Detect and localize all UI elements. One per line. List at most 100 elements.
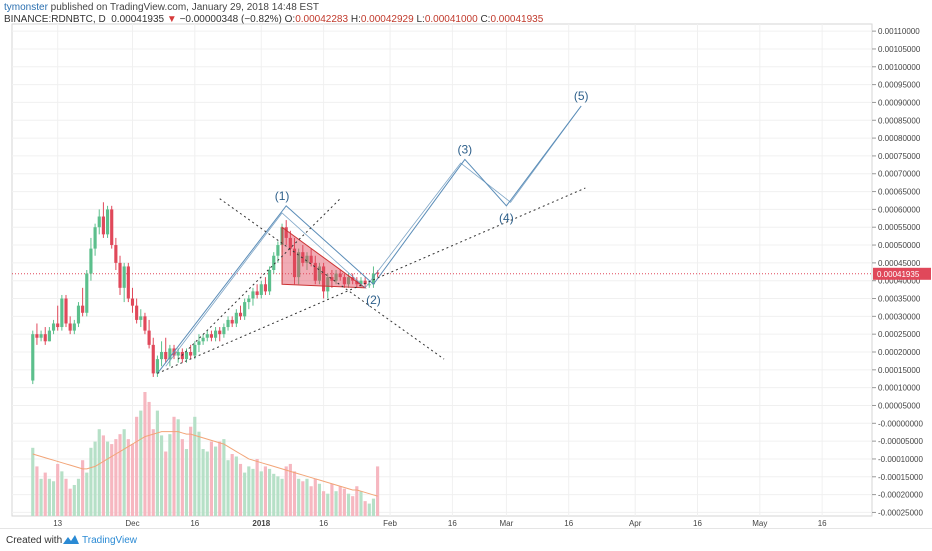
volume-bar <box>251 468 255 516</box>
volume-bar <box>130 444 135 516</box>
volume-bar <box>93 441 97 516</box>
y-tick-label: 0.00020000 <box>878 348 921 357</box>
volume-bar <box>39 478 43 516</box>
volume-bar <box>201 449 205 516</box>
candle-body <box>247 298 251 303</box>
candle-body <box>288 237 292 249</box>
candle-body <box>205 334 209 338</box>
candle-body <box>363 280 367 285</box>
y-tick-label: 0.00070000 <box>878 170 921 179</box>
author-name[interactable]: tymonster <box>4 2 48 13</box>
x-tick-label: 16 <box>564 519 573 528</box>
candle-body <box>56 323 60 328</box>
volume-bar <box>47 478 51 516</box>
candle-body <box>272 255 276 270</box>
volume-bar <box>205 451 209 516</box>
volume-bar <box>51 481 56 516</box>
volume-bar <box>197 431 201 516</box>
y-tick-label: 0.00005000 <box>878 401 921 410</box>
candle-body <box>292 248 297 278</box>
volume-bar <box>101 435 105 516</box>
high-label: H: <box>350 14 361 25</box>
volume-bar <box>280 478 284 516</box>
volume-bar <box>56 463 60 516</box>
wave-label: (1) <box>275 189 290 203</box>
wave-path-outer <box>157 105 582 374</box>
y-tick-label: 0.00080000 <box>878 134 921 143</box>
volume-bar <box>213 446 218 516</box>
volume-bar <box>359 491 363 516</box>
x-tick-label: 2018 <box>252 519 270 528</box>
low-label: L: <box>416 14 425 25</box>
candle-body <box>322 266 326 292</box>
candle-body <box>268 270 272 292</box>
volume-bar <box>305 478 309 516</box>
candle-body <box>234 312 238 324</box>
volume-bar <box>114 439 118 516</box>
x-tick-label: Feb <box>383 519 397 528</box>
tradingview-brand[interactable]: TradingView <box>82 535 138 546</box>
volume-bar <box>230 454 234 516</box>
candle-body <box>317 266 322 281</box>
volume-bar <box>151 429 155 516</box>
volume-ma-line <box>32 431 378 497</box>
wave-label: (5) <box>574 89 589 103</box>
candle-body <box>64 298 68 324</box>
created-with-text: Created with <box>6 535 63 546</box>
volume-bar <box>276 476 280 516</box>
y-tick-label: 0.00100000 <box>878 63 921 72</box>
volume-bar <box>60 471 64 516</box>
candle-body <box>193 344 197 356</box>
volume-bar <box>218 441 222 516</box>
volume-bar <box>322 491 326 516</box>
tradingview-logo-icon[interactable] <box>62 534 80 545</box>
volume-bar <box>284 466 288 516</box>
candle-body <box>197 341 201 345</box>
published-text: published on TradingView.com, January 29… <box>47 2 320 13</box>
volume-bar <box>159 435 164 516</box>
x-tick-label: Mar <box>500 519 514 528</box>
footer: Created with TradingView <box>0 528 932 551</box>
candle-body <box>139 316 143 320</box>
candle-body <box>263 284 268 292</box>
wave-label: (2) <box>366 293 381 307</box>
publish-info: tymonster published on TradingView.com, … <box>4 2 319 13</box>
candle-body <box>60 298 64 328</box>
y-tick-label: 0.00060000 <box>878 205 921 214</box>
candle-body <box>39 334 43 338</box>
candle-body <box>334 273 338 281</box>
volume-bar <box>346 493 351 516</box>
volume-bar <box>139 410 143 516</box>
candle-body <box>209 334 213 338</box>
volume-bar <box>259 471 263 516</box>
y-tick-label: 0.00075000 <box>878 152 921 161</box>
volume-bar <box>317 483 322 516</box>
volume-bar <box>342 488 346 516</box>
candle-body <box>126 266 130 299</box>
x-tick-label: May <box>752 519 767 528</box>
volume-bar <box>168 434 172 516</box>
open-value: 0.00042283 <box>295 14 349 25</box>
volume-bar <box>301 481 305 516</box>
volume-bar <box>371 498 376 516</box>
y-tick-label: 0.00030000 <box>878 312 921 321</box>
candle-body <box>101 216 105 235</box>
x-tick-label: 16 <box>818 519 827 528</box>
y-tick-label: 0.00010000 <box>878 384 921 393</box>
high-value: 0.00042929 <box>360 14 414 25</box>
y-tick-label: 0.00065000 <box>878 188 921 197</box>
candle-body <box>122 266 126 288</box>
candle-body <box>243 302 247 317</box>
volume-bar <box>35 466 39 516</box>
y-tick-label: 0.00095000 <box>878 81 921 90</box>
candle-body <box>85 273 89 313</box>
y-tick-label: -0.00010000 <box>878 455 923 464</box>
volume-bar <box>292 471 297 516</box>
price-chart[interactable]: 0.00110000 0.00105000 0.00100000 0.00095000… <box>0 0 932 528</box>
volume-bar <box>297 478 301 516</box>
volume-bar <box>164 451 168 516</box>
candle-body <box>143 316 147 331</box>
y-tick-label: 0.00045000 <box>878 259 921 268</box>
x-tick-label: Apr <box>629 519 642 528</box>
candle-body <box>297 252 301 278</box>
